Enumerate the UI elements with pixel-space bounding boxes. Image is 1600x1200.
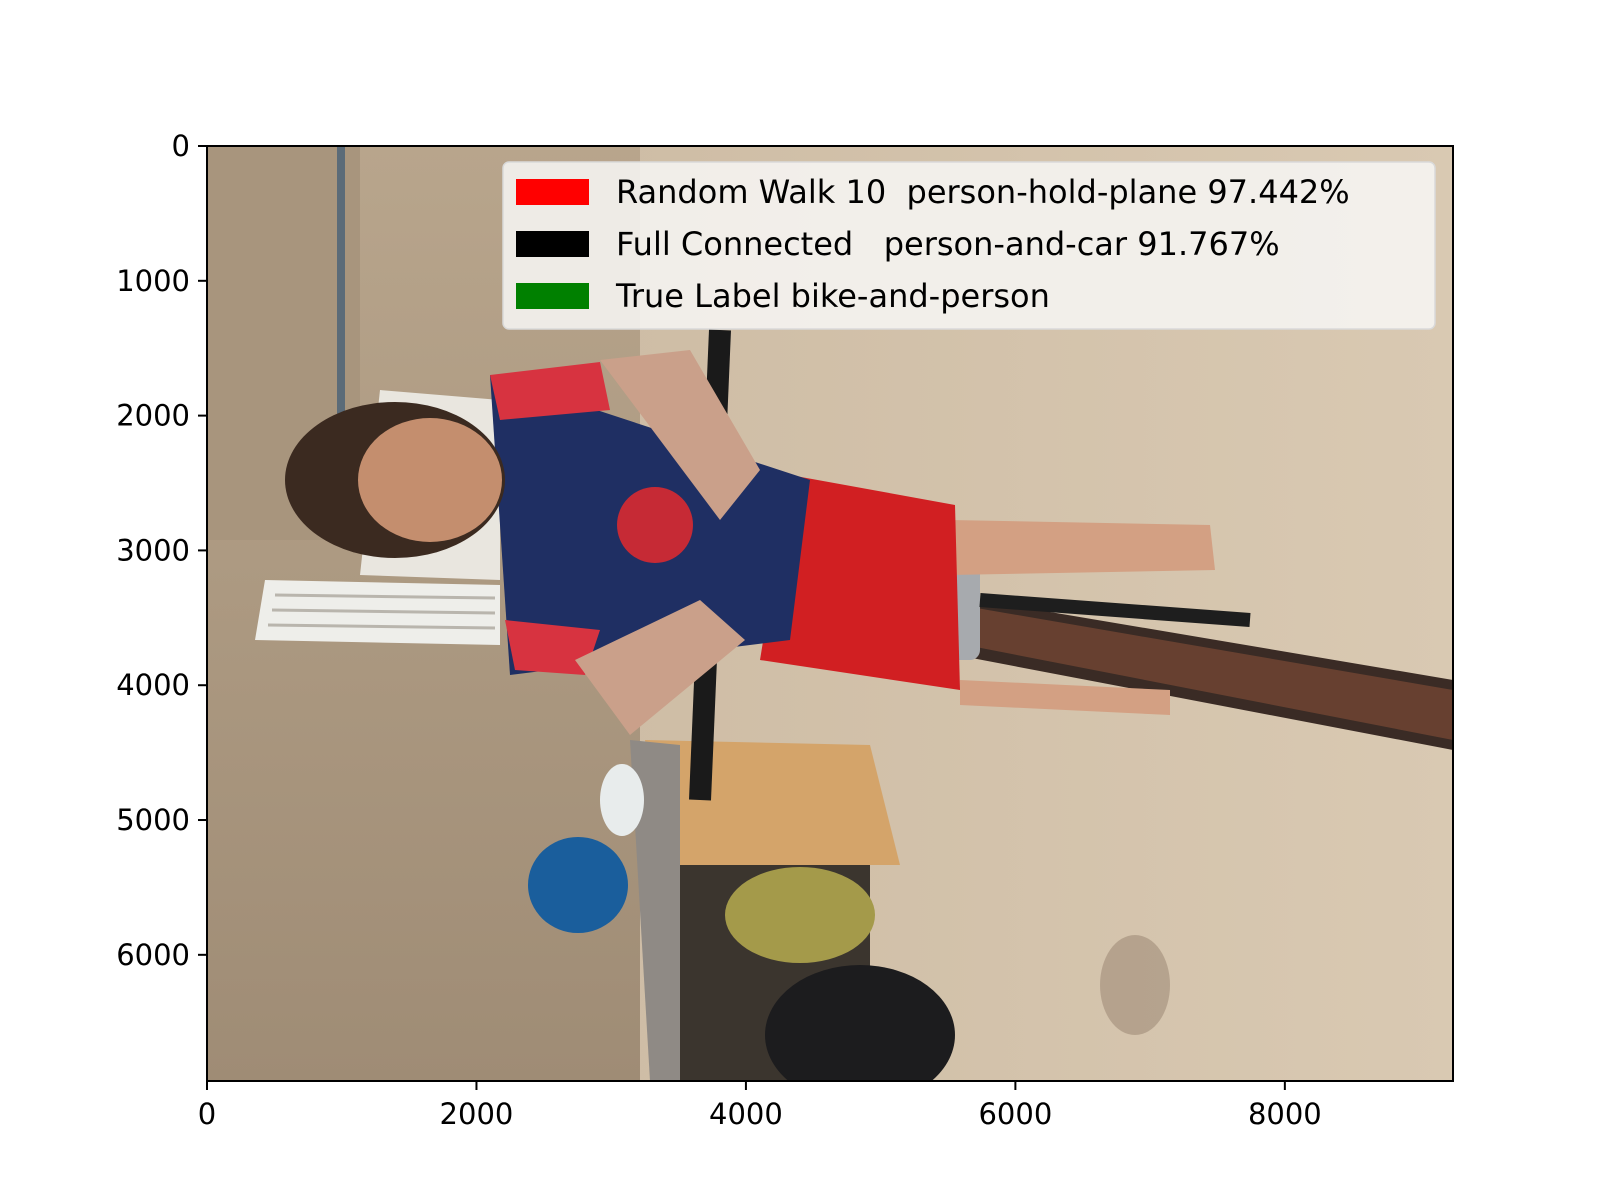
x-tick-label: 4000: [709, 1097, 783, 1131]
y-tick-label: 4000: [116, 668, 190, 702]
y-tick-label: 3000: [116, 533, 190, 567]
legend-label-true-label: True Label bike-and-person: [615, 277, 1050, 315]
legend-swatch-full-connected: [516, 231, 589, 257]
legend-box: [502, 161, 1436, 330]
x-tick-label: 6000: [978, 1097, 1052, 1131]
x-tick-label: 0: [198, 1097, 216, 1131]
legend-label-full-connected: Full Connected person-and-car 91.767%: [616, 225, 1280, 263]
legend-label-random-walk: Random Walk 10 person-hold-plane 97.442%: [616, 173, 1350, 211]
y-tick-label: 1000: [116, 264, 190, 298]
legend: Random Walk 10 person-hold-plane 97.442%…: [502, 161, 1436, 330]
y-tick-label: 0: [172, 129, 190, 163]
x-tick-label: 8000: [1248, 1097, 1322, 1131]
plot-frame: [206, 145, 1454, 1082]
y-tick-label: 2000: [116, 399, 190, 433]
legend-swatch-true-label: [516, 283, 589, 309]
x-tick-label: 2000: [440, 1097, 514, 1131]
y-tick-label: 5000: [116, 803, 190, 837]
x-axis-ticks: 0 2000 4000 6000 8000: [198, 1081, 1322, 1131]
y-axis-ticks: 0 1000 2000 3000 4000 5000 6000: [116, 129, 207, 972]
legend-swatch-random-walk: [516, 179, 589, 205]
y-tick-label: 6000: [116, 938, 190, 972]
